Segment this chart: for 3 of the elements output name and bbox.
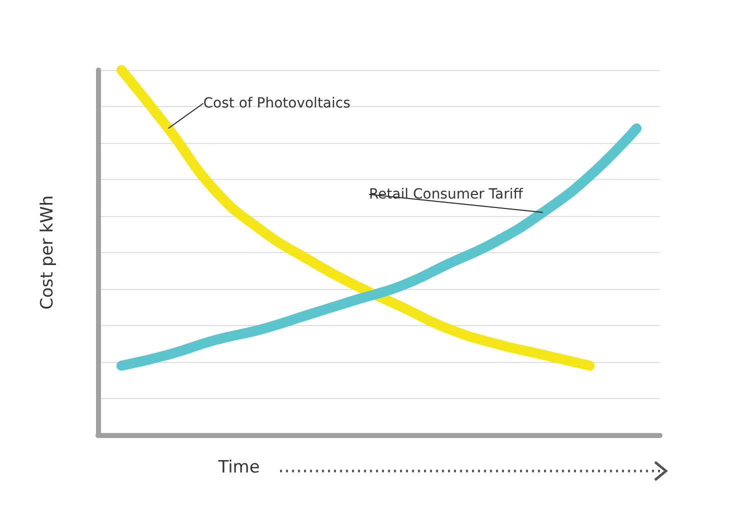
text: Cost of Photovoltaics xyxy=(203,95,350,112)
y-axis-title: Cost per kWh xyxy=(38,195,58,310)
x-axis-title: Time xyxy=(217,458,260,478)
